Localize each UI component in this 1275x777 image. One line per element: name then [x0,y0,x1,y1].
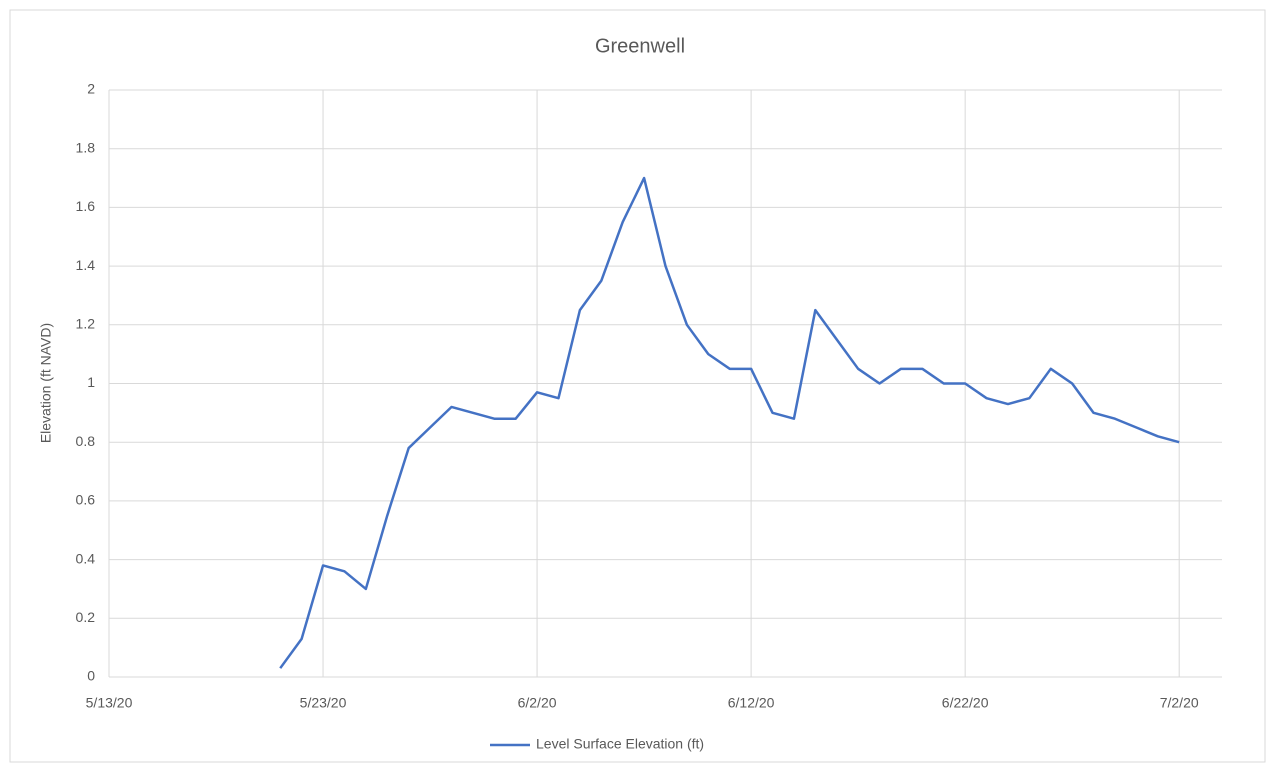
y-tick-label: 0.2 [76,609,96,625]
y-tick-label: 1.4 [76,257,96,273]
data-line [279,176,1180,669]
y-axis-label: Elevation (ft NAVD) [38,323,54,443]
y-tick-label: 0.6 [76,492,96,508]
y-tick-label: 1.8 [76,139,96,155]
x-tick-label: 7/2/20 [1160,695,1199,711]
legend-label: Level Surface Elevation (ft) [536,736,704,752]
x-tick-label: 6/2/20 [518,695,557,711]
x-tick-label: 6/22/20 [942,695,989,711]
y-tick-label: 1.2 [76,316,96,332]
y-tick-label: 2 [87,81,95,97]
y-tick-label: 0.4 [76,550,96,566]
y-tick-label: 1 [87,374,95,390]
y-tick-label: 0 [87,668,95,684]
x-tick-label: 5/23/20 [300,695,347,711]
y-tick-label: 0.8 [76,433,96,449]
x-tick-label: 5/13/20 [86,695,133,711]
chart-title: Greenwell [595,35,685,57]
y-tick-label: 1.6 [76,198,96,214]
chart-border [9,9,1266,763]
x-tick-label: 6/12/20 [728,695,775,711]
